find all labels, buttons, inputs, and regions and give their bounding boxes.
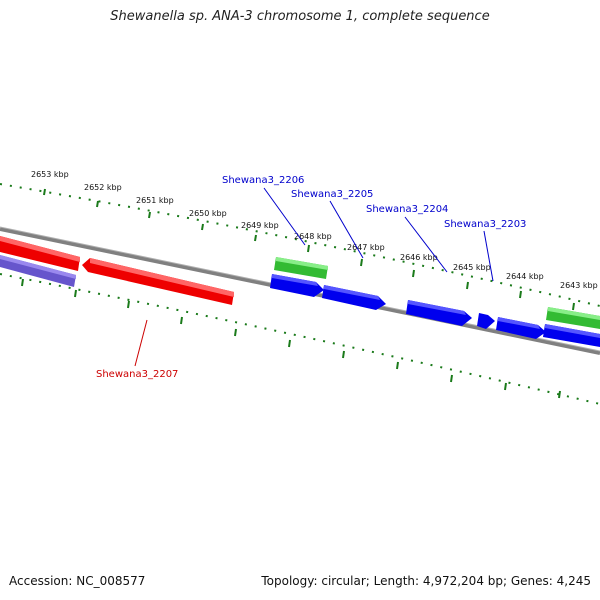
summary-text: Topology: circular; Length: 4,972,204 bp… xyxy=(261,574,591,588)
forward-strand-genes[interactable] xyxy=(270,257,600,347)
scale-label: 2646 kbp xyxy=(400,253,438,262)
scale-label: 2650 kbp xyxy=(189,209,227,218)
scale-label: 2648 kbp xyxy=(294,232,332,241)
scale-label: 2651 kbp xyxy=(136,196,174,205)
inner-major-ticks xyxy=(21,278,561,399)
gene-label: Shewana3_2204 xyxy=(366,204,448,215)
scale-labels: 2653 kbp 2652 kbp 2651 kbp 2650 kbp 2649… xyxy=(31,170,598,290)
gene-labels: Shewana3_2206 Shewana3_2205 Shewana3_220… xyxy=(96,175,526,380)
map-title: Shewanella sp. ANA-3 chromosome 1, compl… xyxy=(110,9,490,24)
scale-label: 2649 kbp xyxy=(241,221,279,230)
scale-label: 2653 kbp xyxy=(31,170,69,179)
outer-major-ticks xyxy=(43,188,575,311)
accession-text: Accession: NC_008577 xyxy=(9,574,146,588)
gene-label: Shewana3_2207 xyxy=(96,369,178,380)
scale-label: 2644 kbp xyxy=(506,272,544,281)
gene-label: Shewana3_2205 xyxy=(291,189,373,200)
scale-label: 2652 kbp xyxy=(84,183,122,192)
gene-label: Shewana3_2206 xyxy=(222,175,304,186)
gene-shewana3-2203[interactable] xyxy=(477,313,495,329)
scale-label: 2645 kbp xyxy=(453,263,491,272)
scale-label: 2643 kbp xyxy=(560,281,598,290)
label-leaders xyxy=(134,187,494,367)
gene-label: Shewana3_2203 xyxy=(444,219,526,230)
reverse-strand-genes[interactable] xyxy=(0,236,234,305)
scale-label: 2647 kbp xyxy=(347,243,385,252)
